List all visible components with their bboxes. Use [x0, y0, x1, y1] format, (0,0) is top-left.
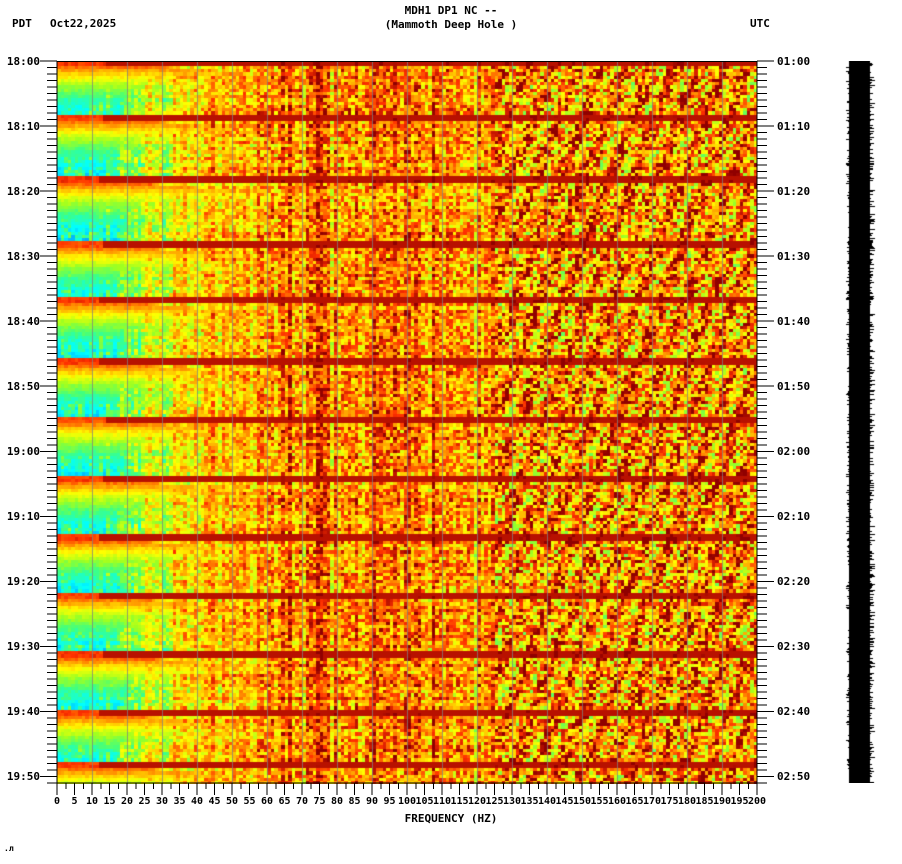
- frequency-tick-label: 135: [520, 796, 539, 807]
- time-tick-label-right: 01:50: [777, 380, 811, 394]
- time-tick-label-left: 18:10: [6, 120, 40, 134]
- frequency-axis-title: FREQUENCY (HZ): [404, 812, 498, 825]
- time-tick-label-right: 02:10: [777, 510, 811, 524]
- time-tick-label-left: 19:40: [6, 705, 40, 719]
- frequency-tick-label: 155: [590, 796, 609, 807]
- time-tick-label-right: 02:50: [777, 770, 811, 784]
- spectrogram-canvas: [57, 61, 757, 784]
- frequency-tick-label: 195: [730, 796, 749, 807]
- frequency-tick-label: 175: [660, 796, 679, 807]
- frequency-tick-label: 110: [432, 796, 452, 807]
- time-tick-label-right: 01:10: [777, 120, 811, 134]
- frequency-tick-label: 105: [415, 796, 434, 807]
- frequency-tick-label: 5: [71, 796, 78, 807]
- frequency-tick-label: 80: [330, 796, 344, 807]
- frequency-tick-label: 70: [295, 796, 309, 807]
- frequency-tick-label: 180: [677, 796, 697, 807]
- frequency-tick-label: 60: [260, 796, 274, 807]
- frequency-tick-label: 35: [173, 796, 186, 807]
- frequency-tick-label: 45: [208, 796, 221, 807]
- time-tick-label-left: 18:30: [6, 250, 40, 264]
- time-tick-label-right: 01:30: [777, 250, 811, 264]
- frequency-tick-label: 30: [155, 796, 169, 807]
- frequency-axis: [56, 782, 758, 795]
- frequency-tick-label: 75: [313, 796, 326, 807]
- page-subtitle: (Mammoth Deep Hole ): [384, 18, 518, 31]
- timezone-right-label: UTC: [750, 17, 770, 30]
- frequency-tick-label: 90: [365, 796, 379, 807]
- frequency-tick-label: 125: [485, 796, 504, 807]
- frequency-tick-label: 115: [450, 796, 469, 807]
- frequency-tick-label: 50: [225, 796, 239, 807]
- frequency-tick-label: 165: [625, 796, 644, 807]
- time-tick-label-right: 01:00: [777, 55, 811, 68]
- time-tick-label-right: 02:20: [777, 575, 811, 589]
- frequency-tick-label: 65: [278, 796, 291, 807]
- frequency-tick-label: 85: [348, 796, 361, 807]
- time-tick-label-left: 19:00: [6, 445, 40, 459]
- frequency-tick-label: 40: [190, 796, 204, 807]
- time-tick-label-left: 18:40: [6, 315, 40, 329]
- frequency-tick-label: 0: [53, 796, 61, 807]
- time-axis-left: [40, 60, 58, 784]
- frequency-tick-label: 100: [397, 796, 417, 807]
- spectrogram-plot: [57, 61, 757, 784]
- date-label: Oct22,2025: [50, 17, 117, 30]
- time-tick-label-right: 01:40: [777, 315, 811, 329]
- time-tick-label-left: 19:20: [6, 575, 40, 589]
- time-tick-label-left: 19:50: [6, 770, 40, 784]
- time-tick-label-right: 01:20: [777, 185, 811, 199]
- header: PDT Oct22,2025 MDH1 DP1 NC -- (Mammoth D…: [0, 0, 902, 58]
- frequency-tick-label: 170: [642, 796, 662, 807]
- corner-artifact-glyph: .л: [4, 844, 14, 853]
- page-title: MDH1 DP1 NC --: [404, 4, 498, 17]
- time-tick-label-left: 18:50: [6, 380, 40, 394]
- amplitude-trace-canvas: [844, 61, 876, 783]
- frequency-tick-label: 10: [85, 796, 99, 807]
- frequency-tick-label: 150: [572, 796, 592, 807]
- frequency-tick-label: 25: [138, 796, 151, 807]
- time-tick-label-left: 19:30: [6, 640, 40, 654]
- frequency-tick-label: 190: [712, 796, 732, 807]
- timezone-left-label: PDT: [12, 17, 32, 30]
- time-tick-label-left: 18:20: [6, 185, 40, 199]
- frequency-tick-label: 15: [103, 796, 116, 807]
- frequency-tick-label: 95: [383, 796, 396, 807]
- time-tick-label-right: 02:40: [777, 705, 811, 719]
- frequency-tick-label: 55: [243, 796, 256, 807]
- time-tick-label-right: 02:30: [777, 640, 811, 654]
- frequency-tick-label: 120: [467, 796, 487, 807]
- frequency-tick-label: 145: [555, 796, 574, 807]
- frequency-tick-label: 130: [502, 796, 522, 807]
- frequency-tick-label: 200: [747, 796, 767, 807]
- time-tick-label-left: 18:00: [6, 55, 40, 68]
- frequency-tick-label: 20: [120, 796, 134, 807]
- time-tick-label-left: 19:10: [6, 510, 40, 524]
- time-axis-right: [756, 60, 774, 784]
- amplitude-trace-strip: [844, 61, 876, 783]
- frequency-tick-label: 140: [537, 796, 557, 807]
- time-tick-label-right: 02:00: [777, 445, 811, 459]
- frequency-tick-label: 160: [607, 796, 627, 807]
- frequency-tick-label: 185: [695, 796, 714, 807]
